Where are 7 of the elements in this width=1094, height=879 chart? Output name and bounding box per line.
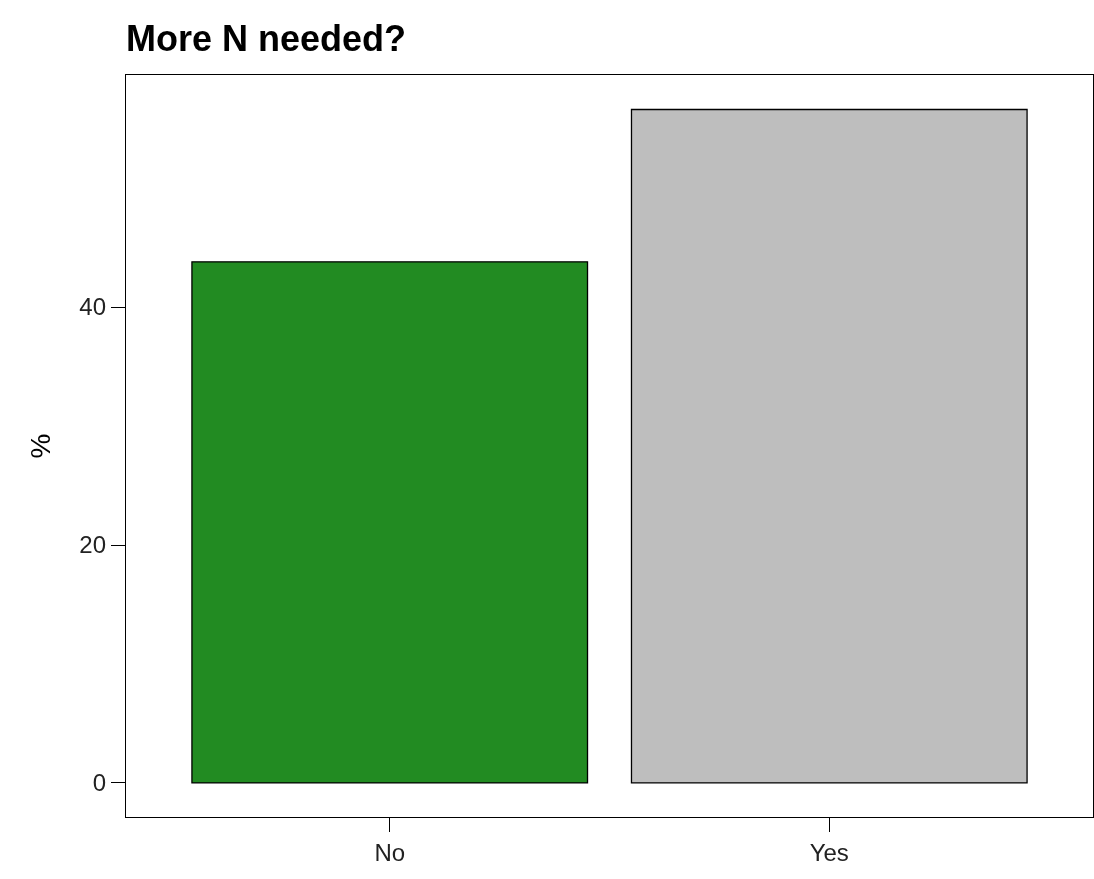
- x-tick-label: Yes: [809, 838, 849, 866]
- y-tick-label: 40: [79, 293, 107, 321]
- y-axis-title: %: [25, 433, 57, 459]
- x-tick-label: No: [374, 838, 406, 866]
- chart-title: More N needed?: [126, 17, 407, 59]
- y-tick-label: 20: [79, 531, 107, 559]
- y-tick-label: 0: [92, 769, 107, 797]
